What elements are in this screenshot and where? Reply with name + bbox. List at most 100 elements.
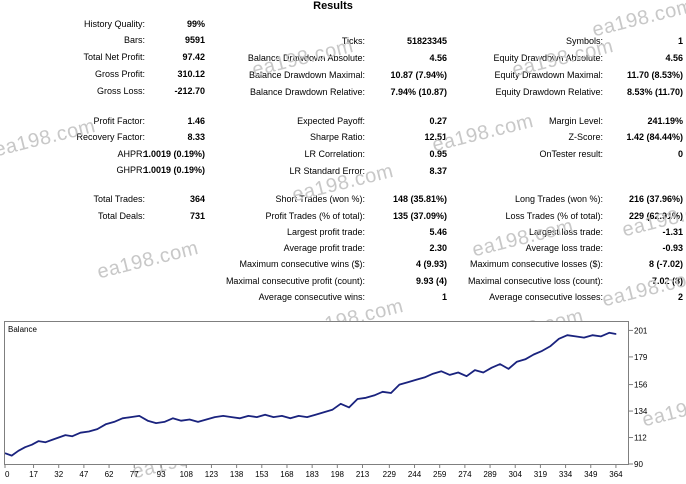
stat-value-bars: 9591 bbox=[184, 35, 205, 45]
stat-label-maximal-consecutive-profit-count: Maximal consecutive profit (count): bbox=[225, 276, 365, 286]
x-tick-label: 289 bbox=[483, 470, 497, 479]
stat-label-symbols: Symbols: bbox=[565, 36, 603, 46]
balance-data-point bbox=[583, 337, 585, 339]
stat-label-maximum-consecutive-wins: Maximum consecutive wins ($): bbox=[239, 259, 365, 269]
balance-data-point bbox=[440, 370, 442, 372]
balance-data-point bbox=[79, 432, 82, 434]
x-tick-label: 213 bbox=[356, 470, 370, 479]
balance-data-point bbox=[5, 452, 6, 454]
stat-value-profit-trades-of-total: 135 (37.09%) bbox=[392, 211, 447, 221]
balance-data-point bbox=[121, 417, 124, 419]
stat-value-total-net-profit: 97.42 bbox=[182, 52, 205, 62]
watermark-text: ea198.com bbox=[95, 236, 201, 284]
stat-value-gross-profit: 310.12 bbox=[177, 69, 205, 79]
stat-value-ticks: 51823345 bbox=[406, 36, 447, 46]
stat-value-largest-profit-trade: 5.46 bbox=[429, 227, 447, 237]
watermark-text: ea198.com bbox=[0, 114, 98, 162]
stat-value-equity-drawdown-relative: 8.53% (11.70) bbox=[626, 87, 683, 97]
stat-value-ghpr: 1.0019 (0.19%) bbox=[143, 165, 205, 175]
balance-data-point bbox=[432, 373, 434, 375]
balance-data-point bbox=[558, 338, 560, 340]
balance-data-point bbox=[51, 439, 53, 441]
stat-value-total-deals: 731 bbox=[189, 211, 205, 221]
balance-data-point bbox=[615, 333, 617, 335]
stat-label-margin-level: Margin Level: bbox=[548, 116, 603, 126]
balance-data-point bbox=[214, 416, 216, 418]
stat-label-long-trades-won: Long Trades (won %): bbox=[514, 194, 603, 204]
balance-data-point bbox=[189, 418, 191, 421]
balance-data-point bbox=[205, 418, 207, 421]
balance-data-point bbox=[11, 455, 13, 457]
stat-label-average-consecutive-wins: Average consecutive wins: bbox=[258, 292, 365, 302]
x-tick-label: 319 bbox=[534, 470, 548, 479]
balance-data-point bbox=[474, 369, 476, 371]
balance-data-point bbox=[566, 334, 568, 336]
stat-label-maximum-consecutive-losses: Maximum consecutive losses ($): bbox=[469, 259, 603, 269]
balance-data-point bbox=[130, 416, 132, 418]
stat-value-long-trades-won: 216 (37.96%) bbox=[628, 194, 683, 204]
balance-data-point bbox=[390, 392, 392, 394]
balance-data-point bbox=[222, 415, 224, 417]
stat-value-ahpr: 1.0019 (0.19%) bbox=[143, 149, 205, 159]
stat-label-total-trades: Total Trades: bbox=[93, 194, 145, 204]
stat-label-ghpr: GHPR: bbox=[116, 165, 145, 175]
balance-data-point bbox=[516, 361, 518, 363]
watermark-text: ea198.com bbox=[640, 384, 686, 432]
balance-data-point bbox=[58, 436, 60, 439]
balance-data-point bbox=[373, 394, 375, 396]
balance-data-point bbox=[24, 446, 26, 448]
stat-label-ticks: Ticks: bbox=[341, 36, 365, 46]
x-tick-label: 62 bbox=[105, 470, 114, 479]
balance-data-point bbox=[298, 415, 300, 417]
watermark-text: ea198.com bbox=[600, 264, 686, 312]
stat-label-bars: Bars: bbox=[123, 35, 145, 45]
balance-data-point bbox=[239, 417, 241, 419]
balance-data-point bbox=[231, 416, 233, 418]
balance-data-point bbox=[507, 368, 510, 370]
balance-data-point bbox=[491, 367, 493, 369]
stat-label-largest-loss-trade: Largest loss trade: bbox=[528, 227, 603, 237]
balance-data-point bbox=[382, 391, 384, 393]
balance-data-point bbox=[482, 371, 484, 374]
stat-value-maximum-consecutive-losses: 8 (-7.02) bbox=[648, 259, 683, 269]
balance-data-point bbox=[289, 417, 291, 419]
balance-chart-plot: Balance bbox=[5, 325, 617, 457]
balance-data-point bbox=[197, 421, 199, 423]
balance-data-point bbox=[407, 381, 409, 383]
x-tick-label: 47 bbox=[79, 470, 88, 479]
balance-data-point bbox=[71, 435, 73, 437]
balance-data-point bbox=[323, 411, 325, 413]
balance-data-point bbox=[306, 416, 308, 418]
stat-value-equity-drawdown-maximal: 11.70 (8.53%) bbox=[626, 70, 683, 80]
stat-value-average-consecutive-losses: 2 bbox=[677, 292, 683, 302]
balance-data-point bbox=[575, 335, 577, 337]
stat-value-balance-drawdown-relative: 7.94% (10.87) bbox=[390, 87, 447, 97]
balance-data-point bbox=[272, 416, 275, 418]
x-tick-label: 304 bbox=[509, 470, 523, 479]
y-tick-label: 201 bbox=[634, 326, 648, 335]
y-tick-label: 90 bbox=[634, 460, 643, 469]
balance-data-point bbox=[549, 345, 552, 347]
stat-value-symbols: 1 bbox=[677, 36, 683, 46]
stat-label-z-score: Z-Score: bbox=[568, 132, 603, 142]
x-tick-label: 364 bbox=[609, 470, 623, 479]
stat-label-ontester-result: OnTester result: bbox=[539, 149, 603, 159]
balance-data-point bbox=[96, 428, 98, 430]
stat-value-equity-drawdown-absolute: 4.56 bbox=[665, 53, 683, 63]
stat-label-balance-drawdown-maximal: Balance Drawdown Maximal: bbox=[248, 70, 365, 80]
stat-label-expected-payoff: Expected Payoff: bbox=[297, 116, 365, 126]
balance-data-point bbox=[591, 334, 594, 336]
stat-label-gross-loss: Gross Loss: bbox=[96, 86, 145, 96]
x-tick-label: 274 bbox=[458, 470, 472, 479]
stat-value-expected-payoff: 0.27 bbox=[429, 116, 447, 126]
stat-value-profit-factor: 1.46 bbox=[187, 116, 205, 126]
x-tick-label: 198 bbox=[331, 470, 345, 479]
balance-data-point bbox=[348, 406, 350, 408]
stat-label-total-net-profit: Total Net Profit: bbox=[83, 52, 145, 62]
balance-data-point bbox=[163, 421, 165, 423]
x-tick-label: 17 bbox=[29, 470, 38, 479]
stat-label-total-deals: Total Deals: bbox=[97, 211, 145, 221]
y-tick-label: 179 bbox=[634, 353, 648, 362]
x-tick-label: 183 bbox=[305, 470, 319, 479]
stat-value-sharpe-ratio: 12.51 bbox=[424, 132, 447, 142]
